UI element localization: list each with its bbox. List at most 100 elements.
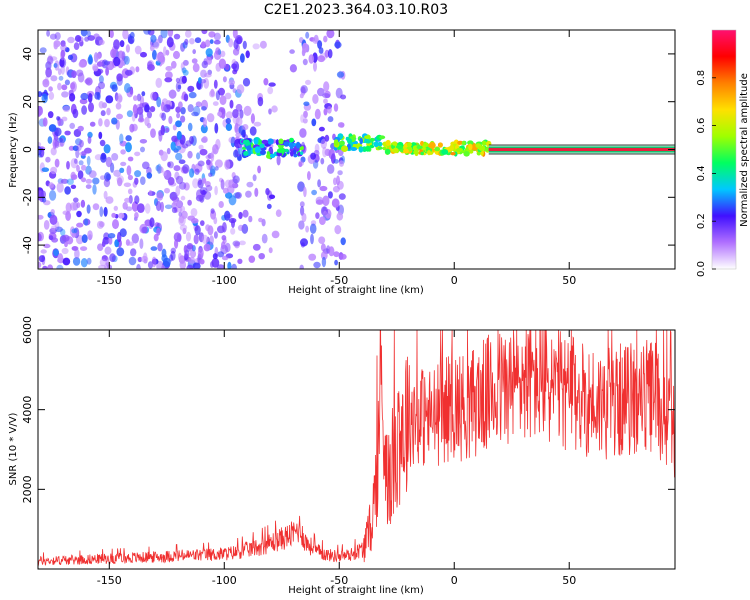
spectrogram-cell-0-440 xyxy=(224,242,231,253)
signal-cell-6-109 xyxy=(427,150,431,156)
spectrogram-cell-1-10 xyxy=(248,215,253,223)
spectrogram-cell-0-499 xyxy=(127,188,133,195)
spectrogram-cell-0-470 xyxy=(199,79,207,84)
spectrogram-cell-3-72 xyxy=(313,61,317,72)
spectrogram-cell-2-0 xyxy=(289,64,297,73)
spectrogram-cell-0-545 xyxy=(76,210,82,218)
signal-cell-4-83 xyxy=(290,150,294,157)
spectrogram-cell-3-92 xyxy=(333,251,340,258)
spectrogram-cell-0-806 xyxy=(209,235,214,246)
signal-cell-4-77 xyxy=(261,139,269,144)
spectrogram-cell-3-27 xyxy=(305,225,309,233)
spectrogram-cell-0-671 xyxy=(61,247,69,255)
spectrogram-y-ticks: -40 -20 0 20 40 xyxy=(21,47,675,254)
spectrogram-cell-0-82 xyxy=(111,153,119,161)
spectrogram-cell-3-97 xyxy=(334,41,342,49)
signal-cell-4-56 xyxy=(284,148,289,153)
spectrogram-cell-0-465 xyxy=(173,33,181,40)
signal-cell-4-64 xyxy=(293,153,298,158)
spectrogram-cell-0-763 xyxy=(54,140,60,149)
spectrogram-cell-0-406 xyxy=(170,141,176,151)
spectrogram-cell-0-87 xyxy=(166,147,171,155)
spectrogram-cell-0-719 xyxy=(99,258,107,267)
signal-cell-6-125 xyxy=(395,144,403,150)
spectrogram-cell-3-134 xyxy=(317,55,326,63)
colorbar-tick-label-1: 0.2 xyxy=(696,213,707,229)
spectrogram-cell-0-618 xyxy=(76,222,84,228)
spectrogram-cell-0-795 xyxy=(240,53,245,63)
colorbar-tick-label-3: 0.6 xyxy=(696,118,707,134)
spectrogram-cell-3-46 xyxy=(302,118,308,124)
spectrogram-cell-2-1 xyxy=(276,155,281,166)
spectrogram-cell-0-335 xyxy=(57,137,63,143)
spectrogram-x-ticks: -150 -100 -50 0 50 xyxy=(97,30,576,287)
spectrogram-cell-3-40 xyxy=(327,105,332,114)
spectrogram-cell-0-215 xyxy=(62,257,71,266)
spectrogram-cell-0-655 xyxy=(234,191,242,199)
spectrogram-cell-0-563 xyxy=(80,199,86,208)
spectrogram-cell-0-755 xyxy=(85,77,93,86)
spectrogram-cell-0-428 xyxy=(112,219,119,230)
spectrogram-cell-3-60 xyxy=(339,253,347,260)
spectrogram-cell-0-705 xyxy=(176,112,181,119)
spectrogram-cell-0-438 xyxy=(41,93,48,104)
snr-x-tick-label-1: -100 xyxy=(212,574,237,587)
spectrogram-cell-3-56 xyxy=(320,243,326,252)
spectrogram-cell-1-16 xyxy=(248,255,256,263)
spectrogram-cell-0-783 xyxy=(136,106,144,115)
spectrogram-cell-3-30 xyxy=(340,237,346,246)
spectrogram-cell-0-758 xyxy=(53,249,59,257)
spectrogram-cell-0-502 xyxy=(150,91,157,101)
spectrogram-cell-1-33 xyxy=(265,188,270,196)
spectrogram-cell-0-508 xyxy=(146,172,153,179)
spectrogram-cell-0-793 xyxy=(57,68,62,76)
signal-cell-6-99 xyxy=(413,150,419,155)
signal-cell-5-61 xyxy=(341,145,348,152)
spectrogram-x-tick-label-0: -150 xyxy=(97,274,122,287)
spectrogram-cell-0-491 xyxy=(176,200,184,209)
spectrogram-cell-0-753 xyxy=(40,249,47,254)
spectrogram-cell-0-684 xyxy=(176,130,182,140)
spectrogram-cell-1-27 xyxy=(257,165,261,174)
spectrogram-cell-0-583 xyxy=(50,225,58,231)
spectrogram-cell-0-593 xyxy=(60,49,66,58)
signal-cell-6-131 xyxy=(403,148,409,154)
signal-cell-4-84 xyxy=(242,139,250,145)
spectrogram-cell-0-155 xyxy=(116,113,123,120)
spectrogram-cell-0-687 xyxy=(212,101,219,106)
spectrogram-cell-0-773 xyxy=(163,46,167,56)
spectrogram-cell-0-694 xyxy=(189,136,194,145)
spectrogram-cell-1-15 xyxy=(268,108,272,115)
spectrogram-cell-0-598 xyxy=(49,190,57,201)
spectrogram-cell-0-646 xyxy=(98,264,107,269)
spectrogram-cell-0-579 xyxy=(92,65,99,72)
spectrogram-cell-0-797 xyxy=(49,33,57,40)
spectrogram-cell-0-493 xyxy=(203,243,211,252)
spectrogram-cell-0-801 xyxy=(76,202,81,209)
spectrogram-cell-1-6 xyxy=(250,113,255,124)
spectrogram-cell-0-185 xyxy=(134,170,142,178)
spectrogram-cell-0-65 xyxy=(100,175,106,181)
spectrogram-cell-0-267 xyxy=(100,154,107,163)
spectrogram-cell-0-359 xyxy=(185,30,192,38)
signal-cell-6-75 xyxy=(481,140,487,146)
spectrogram-cell-0-735 xyxy=(149,44,155,52)
spectrogram-cell-0-560 xyxy=(96,68,104,74)
spectrogram-cell-0-352 xyxy=(47,136,53,144)
spectrogram-cell-0-229 xyxy=(180,107,186,115)
spectrogram-cell-0-799 xyxy=(236,36,242,45)
spectrogram-cell-0-413 xyxy=(222,222,227,233)
signal-cell-4-66 xyxy=(281,147,285,154)
signal-cell-6-122 xyxy=(456,147,463,152)
spectrogram-cell-0-706 xyxy=(168,89,177,99)
spectrogram-cell-0-757 xyxy=(98,118,103,127)
spectrogram-cell-3-115 xyxy=(307,171,311,181)
spectrogram-cell-0-690 xyxy=(210,88,215,97)
spectrogram-cell-0-238 xyxy=(54,158,60,168)
spectrogram-cell-0-521 xyxy=(95,39,99,45)
spectrogram-cell-0-540 xyxy=(160,125,165,136)
spectrogram-cell-0-775 xyxy=(210,151,215,162)
spectrogram-cell-0-581 xyxy=(118,212,125,219)
spectrogram-cell-0-478 xyxy=(139,139,148,144)
spectrogram-y-tick-label-0: -40 xyxy=(21,236,34,254)
